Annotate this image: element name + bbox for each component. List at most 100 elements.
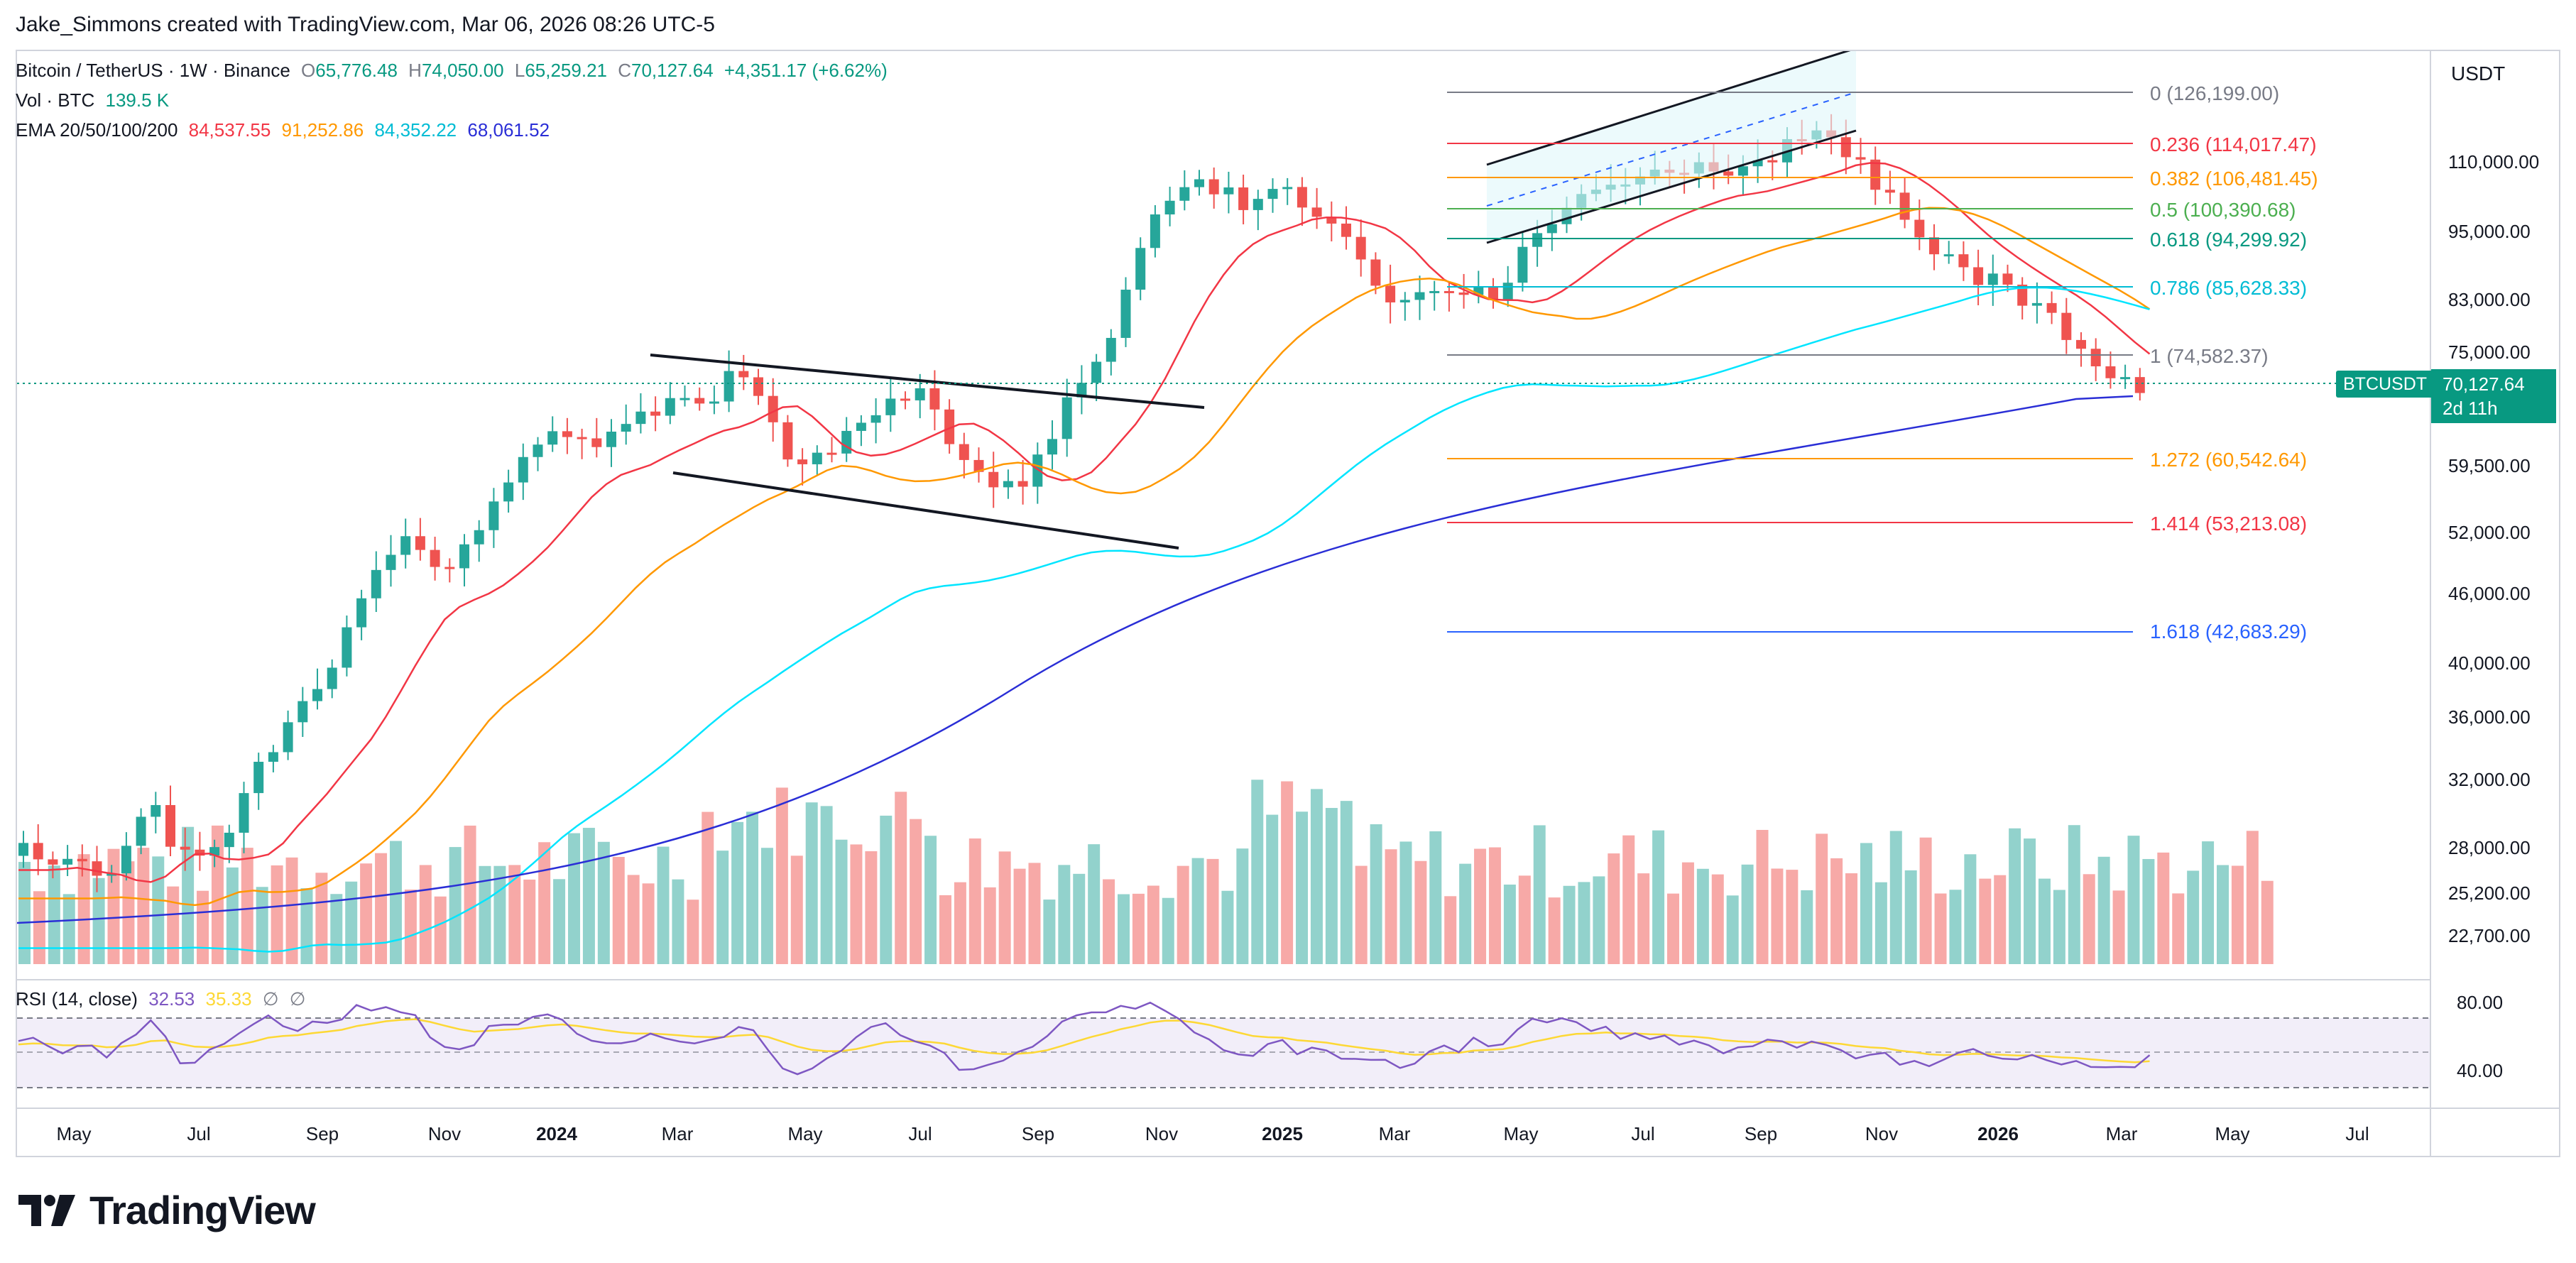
candle-body bbox=[518, 456, 528, 483]
candle-body bbox=[1076, 383, 1087, 398]
volume-bar bbox=[1162, 897, 1174, 964]
volume-bar bbox=[1503, 884, 1516, 964]
volume-bar bbox=[1132, 893, 1145, 964]
fib-label-0[interactable]: 0 (126,199.00) bbox=[2150, 82, 2280, 104]
volume-bar bbox=[1889, 831, 1902, 964]
last-price-tag[interactable]: 70,127.64 2d 11h bbox=[2431, 369, 2556, 423]
volume-bar bbox=[1118, 894, 1130, 964]
candle-body bbox=[1914, 219, 1925, 238]
candle-body bbox=[1532, 233, 1543, 247]
price-tick-label: 110,000.00 bbox=[2448, 151, 2539, 173]
candle-body bbox=[2134, 377, 2145, 393]
fib-label-0618[interactable]: 0.618 (94,299.92) bbox=[2150, 229, 2308, 251]
channel-lower-line bbox=[1486, 129, 1857, 244]
price-axis-labels: 110,000.00 95,000.00 83,000.00 75,000.00 59,… bbox=[2448, 151, 2539, 1081]
time-tick-label: May bbox=[787, 1123, 822, 1144]
volume-bar bbox=[1474, 848, 1487, 964]
candle-body bbox=[1973, 267, 1984, 285]
price-chart[interactable] bbox=[17, 51, 2430, 1108]
high-label: H bbox=[408, 60, 422, 81]
candle-body bbox=[782, 422, 793, 460]
volume-bar bbox=[983, 887, 996, 964]
candle-body bbox=[151, 804, 161, 817]
volume-bar bbox=[1444, 896, 1457, 964]
volume-bar bbox=[2112, 890, 2125, 964]
candle-body bbox=[694, 398, 705, 404]
fib-label-0236[interactable]: 0.236 (114,017.47) bbox=[2150, 133, 2317, 155]
fib-label-1[interactable]: 1 (74,582.37) bbox=[2150, 345, 2269, 367]
volume-bar bbox=[1949, 890, 1962, 964]
volume-bar bbox=[1904, 870, 1917, 964]
chart-plot-area[interactable] bbox=[17, 51, 2430, 1108]
candle-body bbox=[77, 858, 87, 862]
candle-body bbox=[430, 550, 440, 567]
volume-bar bbox=[449, 847, 462, 964]
ema-legend[interactable]: EMA 20/50/100/200 84,537.55 91,252.86 84… bbox=[16, 119, 555, 141]
fib-label-1618[interactable]: 1.618 (42,683.29) bbox=[2150, 620, 2308, 643]
volume-bar bbox=[404, 890, 417, 964]
candle-body bbox=[1164, 200, 1175, 215]
time-tick-label: Nov bbox=[1865, 1123, 1898, 1144]
channel-mid-line bbox=[1486, 92, 1857, 207]
candle-body bbox=[915, 388, 925, 400]
volume-bar bbox=[62, 894, 75, 964]
candle-body bbox=[768, 395, 778, 422]
candle-body bbox=[1429, 290, 1440, 293]
candle-body bbox=[2076, 339, 2086, 349]
candle-body bbox=[1091, 361, 1102, 383]
volume-bar bbox=[1191, 858, 1204, 964]
ema20-line bbox=[18, 162, 2151, 883]
volume-bar bbox=[256, 887, 268, 964]
volume-bar bbox=[1414, 860, 1427, 964]
volume-bar bbox=[1964, 854, 1977, 964]
volume-bar bbox=[612, 857, 625, 964]
volume-bar bbox=[1370, 824, 1382, 964]
price-tick-label: 40,000.00 bbox=[2448, 652, 2531, 674]
fib-label-05[interactable]: 0.5 (100,390.68) bbox=[2150, 199, 2296, 221]
tradingview-logo[interactable]: TradingView bbox=[18, 1187, 316, 1233]
fib-label-1414[interactable]: 1.414 (53,213.08) bbox=[2150, 513, 2308, 535]
ticker-tag[interactable]: BTCUSDT bbox=[2336, 371, 2435, 398]
candle-body bbox=[959, 444, 969, 460]
volume-legend[interactable]: Vol · BTC 139.5 K bbox=[16, 89, 175, 111]
fib-label-0382[interactable]: 0.382 (106,481.45) bbox=[2150, 168, 2318, 190]
volume-bar bbox=[1429, 831, 1442, 964]
symbol-legend[interactable]: Bitcoin / TetherUS · 1W · Binance O65,77… bbox=[16, 60, 893, 82]
volume-bar bbox=[167, 886, 180, 964]
candle-body bbox=[400, 536, 411, 555]
volume-bar bbox=[122, 861, 135, 964]
price-axis[interactable]: 110,000.00 95,000.00 83,000.00 75,000.00 59,… bbox=[2430, 51, 2559, 1108]
candle-body bbox=[489, 501, 499, 530]
time-axis[interactable]: May Jul Sep Nov 2024 Mar May Jul Sep Nov 2025 Mar Ma… bbox=[17, 1108, 2430, 1156]
price-tick-label: 28,000.00 bbox=[2448, 837, 2531, 858]
volume-bar bbox=[672, 879, 684, 964]
price-tick-label: 83,000.00 bbox=[2448, 289, 2531, 310]
volume-bar bbox=[790, 855, 803, 964]
volume-bar bbox=[1801, 890, 1813, 964]
volume-bar bbox=[1696, 868, 1709, 964]
volume-bar bbox=[152, 856, 165, 964]
candle-body bbox=[1443, 290, 1454, 293]
fib-label-1272[interactable]: 1.272 (60,542.64) bbox=[2150, 449, 2308, 471]
time-tick-label: Nov bbox=[1145, 1123, 1178, 1144]
rsi-legend[interactable]: RSI (14, close) 32.53 35.33 ∅ ∅ bbox=[16, 988, 311, 1010]
volume-bar bbox=[434, 896, 447, 964]
candle-body bbox=[1267, 189, 1278, 199]
volume-bar bbox=[375, 853, 388, 964]
volume-bar bbox=[1147, 885, 1159, 964]
volume-bar bbox=[880, 815, 893, 964]
rsi-extra-2: ∅ bbox=[289, 988, 306, 1010]
candle-body bbox=[2017, 284, 2028, 306]
volume-bar bbox=[702, 811, 714, 964]
time-tick-label: Jul bbox=[908, 1123, 932, 1144]
volume-bar bbox=[1013, 868, 1026, 964]
currency-label[interactable]: USDT bbox=[2451, 62, 2506, 84]
volume-bar bbox=[1622, 835, 1635, 964]
volume-bar bbox=[865, 851, 878, 964]
volume-bar bbox=[271, 865, 283, 964]
candle-body bbox=[1194, 179, 1204, 187]
fib-label-0786[interactable]: 0.786 (85,628.33) bbox=[2150, 277, 2308, 299]
volume-bar bbox=[954, 882, 966, 964]
candle-body bbox=[1061, 397, 1072, 439]
volume-bar bbox=[1652, 830, 1665, 964]
